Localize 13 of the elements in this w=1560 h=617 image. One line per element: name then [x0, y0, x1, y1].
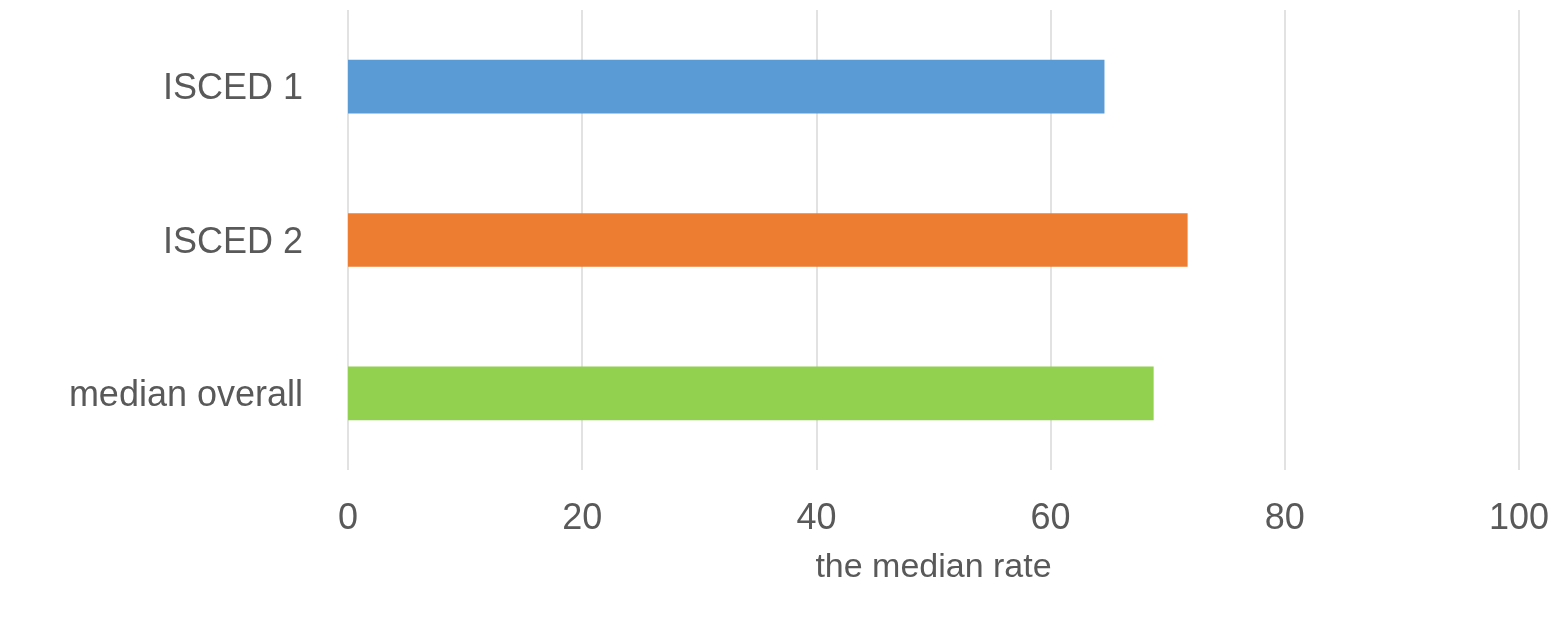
bar [348, 366, 1154, 421]
x-tick-label: 40 [796, 495, 837, 537]
x-tick-label: 100 [1488, 495, 1550, 537]
x-tick-label: 60 [1030, 495, 1071, 537]
x-tick-label: 0 [337, 495, 359, 537]
y-tick-label: median overall [68, 372, 303, 414]
bar [348, 213, 1188, 267]
y-tick-label: ISCED 1 [162, 66, 303, 108]
y-tick-label: ISCED 2 [162, 219, 303, 261]
bar [348, 59, 1105, 114]
x-tick-label: 80 [1264, 495, 1305, 537]
x-axis-title: the median rate [815, 546, 1052, 584]
x-tick-label: 20 [562, 495, 603, 537]
